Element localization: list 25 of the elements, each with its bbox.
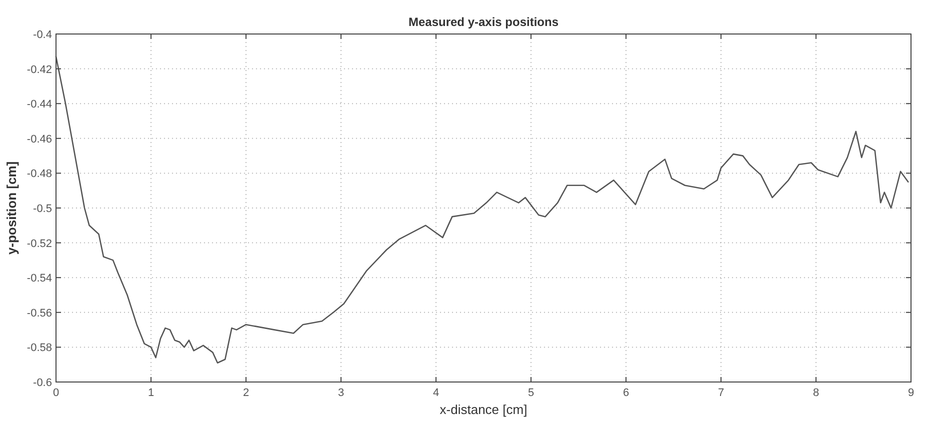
x-tick-label: 7	[718, 387, 724, 399]
y-tick-label: -0.42	[26, 64, 52, 76]
y-tick-label: -0.6	[33, 377, 52, 389]
x-tick-label: 0	[52, 387, 60, 399]
chart-title: Measured y-axis positions	[408, 15, 559, 29]
x-tick-label: 6	[622, 387, 630, 399]
x-tick-label: 4	[432, 387, 440, 399]
x-tick-label: 2	[242, 387, 250, 399]
x-tick-label: 1	[148, 387, 154, 399]
x-axis-title: x-distance [cm]	[440, 402, 528, 417]
y-tick-label: -0.48	[26, 168, 52, 180]
x-tick-label: 9	[908, 387, 914, 399]
x-tick-label: 5	[528, 387, 534, 399]
y-tick-label: -0.5	[33, 203, 52, 215]
y-tick-label: -0.44	[26, 98, 52, 111]
line-series	[55, 56, 909, 364]
y-axis-title: y-position [cm]	[4, 161, 19, 255]
x-tick-label: 3	[338, 387, 344, 399]
y-tick-label: -0.52	[26, 238, 52, 250]
y-tick-label: -0.46	[26, 133, 52, 146]
y-tick-label: -0.4	[33, 29, 52, 41]
y-tick-label: -0.58	[26, 342, 52, 354]
x-tick-label: 8	[812, 387, 820, 399]
y-tick-label: -0.54	[26, 272, 52, 285]
y-tick-label: -0.56	[26, 307, 52, 320]
